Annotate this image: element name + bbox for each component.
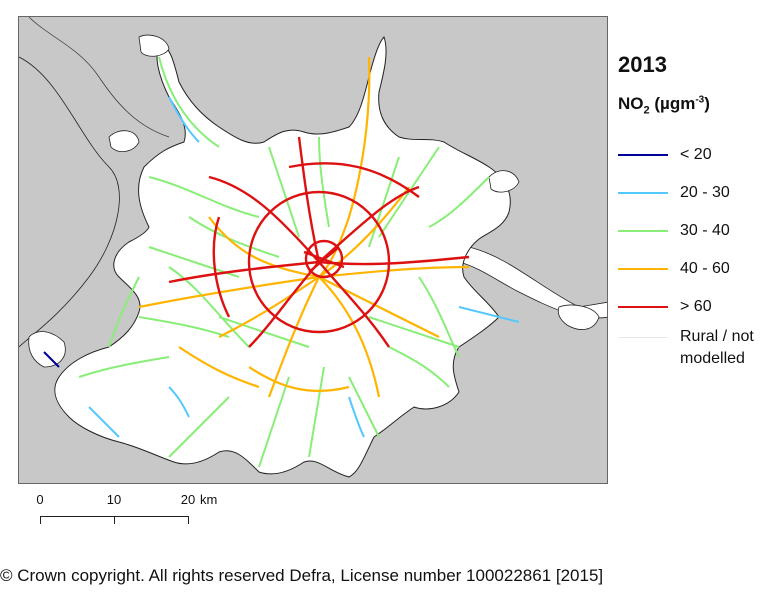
legend-label-20-30: 20 - 30 (680, 184, 730, 202)
legend-title: NO2 (µgm-3) (618, 94, 768, 116)
county-boundary (28, 17, 170, 138)
road-layer-30-40 (78, 56, 490, 468)
legend-label-rural-line1: Rural / not (680, 328, 754, 346)
pollutant-label: NO (618, 94, 644, 113)
scale-label-0: 0 (36, 492, 44, 507)
unit-suffix: ) (704, 94, 710, 113)
legend-label-30-40: 30 - 40 (680, 222, 730, 240)
outlying-settlement (28, 331, 66, 368)
legend-label-lt20: < 20 (680, 146, 712, 164)
no2-concentration-map (19, 17, 607, 478)
scale-tick-0 (40, 516, 41, 524)
outlying-settlement (138, 34, 170, 57)
pollutant-subscript: 2 (643, 104, 650, 117)
legend-item-30-40: 30 - 40 (618, 212, 768, 250)
outlying-settlement (488, 170, 520, 193)
coastline (19, 56, 120, 348)
legend-item-lt20: < 20 (618, 136, 768, 174)
legend-label-gt60: > 60 (680, 298, 712, 316)
road-layer-20-30 (88, 96, 520, 438)
legend-year: 2013 (618, 52, 667, 77)
legend-swatch-30-40 (618, 230, 668, 233)
scale-label-10: 10 (106, 492, 122, 507)
road-layer-40-60 (138, 56, 470, 398)
legend-item-rural: Rural / not modelled (618, 326, 768, 370)
legend-swatch-gt60 (618, 306, 668, 309)
unit-prefix: (µgm (654, 94, 696, 113)
copyright-notice: © Crown copyright. All rights reserved D… (0, 566, 604, 585)
road-layer-gt-60 (168, 136, 470, 348)
scale-tick-10 (114, 516, 115, 524)
legend-item-gt60: > 60 (618, 288, 768, 326)
legend-swatch-rural (618, 337, 668, 339)
scale-unit: km (200, 492, 218, 507)
outlying-settlement (108, 130, 140, 152)
scale-tick-20 (188, 516, 189, 524)
scale-label-20: 20 (180, 492, 196, 507)
legend-swatch-20-30 (618, 192, 668, 195)
legend-label-rural-line2: modelled (680, 350, 745, 368)
road-layer-lt-20 (43, 351, 60, 368)
legend-swatch-40-60 (618, 268, 668, 271)
unit-exponent: -3 (695, 94, 705, 106)
legend-swatch-lt20 (618, 154, 668, 157)
legend-item-40-60: 40 - 60 (618, 250, 768, 288)
legend: 2013 NO2 (µgm-3) < 20 20 - 30 30 - 40 40… (618, 52, 768, 370)
map-frame (18, 16, 608, 484)
legend-item-20-30: 20 - 30 (618, 174, 768, 212)
legend-label-40-60: 40 - 60 (680, 260, 730, 278)
urban-area (54, 36, 511, 478)
outlying-settlement (557, 304, 600, 330)
legend-label-rural: Rural / not modelled (680, 326, 754, 370)
scale-bar: 0 10 20 km (30, 492, 217, 532)
